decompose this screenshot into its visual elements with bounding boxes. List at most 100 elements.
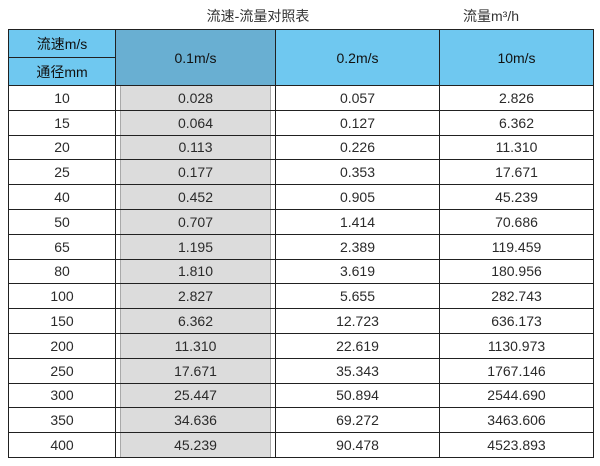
flow-cell-0_1ms: 17.671 [115, 357, 276, 384]
flow-cell-0_1ms-value: 0.177 [120, 160, 271, 184]
flow-cell-0_1ms-value: 1.195 [120, 235, 271, 259]
flow-cell-10ms: 1130.973 [439, 332, 594, 359]
diameter-cell: 65 [8, 233, 116, 260]
flow-cell-0_2ms: 12.723 [275, 308, 440, 334]
table-caption: 流速-流量对照表 [206, 8, 310, 24]
diameter-cell: 100 [8, 283, 116, 310]
flow-cell-0_1ms: 0.028 [115, 85, 276, 111]
flow-cell-10ms: 6.362 [439, 109, 594, 136]
flow-cell-10ms: 45.239 [439, 184, 594, 210]
flow-cell-0_1ms: 0.177 [115, 159, 276, 186]
flow-cell-0_1ms-value: 25.447 [120, 384, 271, 407]
table-row: 250 17.671 35.343 1767.146 [8, 357, 594, 384]
flow-cell-0_2ms: 0.905 [275, 184, 440, 210]
diameter-cell: 10 [8, 85, 116, 111]
flow-cell-10ms: 70.686 [439, 208, 594, 235]
table-row: 25 0.177 0.353 17.671 [8, 159, 594, 186]
flow-cell-0_1ms-value: 0.707 [120, 210, 271, 234]
flow-cell-10ms: 2.826 [439, 85, 594, 111]
flow-cell-0_2ms: 1.414 [275, 208, 440, 235]
table-body: 10 0.028 0.057 2.826 15 0.064 0.127 6.36… [8, 85, 594, 458]
diameter-cell: 50 [8, 208, 116, 235]
flow-cell-0_1ms-value: 1.810 [120, 260, 271, 283]
diameter-cell: 300 [8, 382, 116, 409]
flow-cell-0_2ms: 69.272 [275, 407, 440, 434]
diameter-cell: 200 [8, 332, 116, 359]
table-row: 20 0.113 0.226 11.310 [8, 134, 594, 161]
flow-cell-0_1ms-value: 2.827 [120, 284, 271, 308]
flow-cell-10ms: 11.310 [439, 134, 594, 161]
diameter-cell: 350 [8, 407, 116, 434]
flow-cell-0_1ms: 0.452 [115, 184, 276, 210]
header-col-0_2ms: 0.2m/s [275, 29, 440, 86]
diameter-cell: 150 [8, 308, 116, 334]
flow-cell-0_1ms-value: 0.028 [120, 86, 271, 110]
flow-cell-0_1ms-value: 34.636 [120, 408, 271, 432]
table-row: 50 0.707 1.414 70.686 [8, 208, 594, 235]
flow-cell-0_2ms: 0.127 [275, 109, 440, 136]
table-row: 65 1.195 2.389 119.459 [8, 233, 594, 260]
flow-cell-10ms: 636.173 [439, 308, 594, 334]
flow-cell-10ms: 180.956 [439, 258, 594, 285]
header-diameter-label: 通径mm [8, 57, 116, 86]
flow-cell-0_1ms-value: 45.239 [120, 433, 271, 457]
flow-cell-0_1ms: 45.239 [115, 432, 276, 458]
table-row: 300 25.447 50.894 2544.690 [8, 382, 594, 409]
flow-cell-0_2ms: 22.619 [275, 332, 440, 359]
diameter-cell: 80 [8, 258, 116, 285]
flow-cell-0_2ms: 50.894 [275, 382, 440, 409]
flow-cell-0_2ms: 0.057 [275, 85, 440, 111]
diameter-cell: 15 [8, 109, 116, 136]
diameter-cell: 400 [8, 432, 116, 458]
header-col-0_1ms: 0.1m/s [115, 29, 276, 86]
flow-cell-0_1ms: 0.064 [115, 109, 276, 136]
flow-cell-0_2ms: 90.478 [275, 432, 440, 458]
table-row: 200 11.310 22.619 1130.973 [8, 332, 594, 359]
flow-cell-0_2ms: 5.655 [275, 283, 440, 310]
flow-cell-0_2ms: 2.389 [275, 233, 440, 260]
flow-cell-0_1ms-value: 11.310 [120, 334, 271, 358]
flow-cell-0_1ms-value: 6.362 [120, 309, 271, 333]
flow-cell-10ms: 119.459 [439, 233, 594, 260]
table-row: 350 34.636 69.272 3463.606 [8, 407, 594, 434]
flow-cell-0_2ms: 0.353 [275, 159, 440, 186]
flow-cell-0_1ms: 1.810 [115, 258, 276, 285]
flow-conversion-table: 流速m/s 0.1m/s 0.2m/s 10m/s 通径mm 10 0.028 … [8, 29, 594, 458]
flow-cell-10ms: 17.671 [439, 159, 594, 186]
table-row: 400 45.239 90.478 4523.893 [8, 432, 594, 458]
table-row: 150 6.362 12.723 636.173 [8, 308, 594, 334]
table-row: 80 1.810 3.619 180.956 [8, 258, 594, 285]
table-row: 15 0.064 0.127 6.362 [8, 109, 594, 136]
flow-cell-0_2ms: 35.343 [275, 357, 440, 384]
table-row: 10 0.028 0.057 2.826 [8, 85, 594, 111]
diameter-cell: 20 [8, 134, 116, 161]
diameter-cell: 250 [8, 357, 116, 384]
flow-cell-0_1ms-value: 0.064 [120, 111, 271, 135]
flow-unit-label: 流量m³/h [463, 8, 519, 24]
flow-cell-0_1ms: 6.362 [115, 308, 276, 334]
flow-cell-0_1ms: 11.310 [115, 332, 276, 359]
header-col-10ms: 10m/s [439, 29, 594, 86]
flow-cell-0_2ms: 0.226 [275, 134, 440, 161]
flow-cell-0_1ms: 0.113 [115, 134, 276, 161]
flow-cell-10ms: 1767.146 [439, 357, 594, 384]
flow-cell-0_2ms: 3.619 [275, 258, 440, 285]
flow-cell-0_1ms: 25.447 [115, 382, 276, 409]
flow-cell-0_1ms: 0.707 [115, 208, 276, 235]
header-velocity-label: 流速m/s [8, 29, 116, 58]
flow-cell-0_1ms: 34.636 [115, 407, 276, 434]
flow-cell-0_1ms-value: 17.671 [120, 359, 271, 383]
flow-cell-0_1ms: 1.195 [115, 233, 276, 260]
table-row: 40 0.452 0.905 45.239 [8, 184, 594, 210]
flow-cell-0_1ms-value: 0.452 [120, 185, 271, 209]
flow-cell-10ms: 4523.893 [439, 432, 594, 458]
flow-cell-0_1ms: 2.827 [115, 283, 276, 310]
table-row: 100 2.827 5.655 282.743 [8, 283, 594, 310]
flow-cell-10ms: 3463.606 [439, 407, 594, 434]
diameter-cell: 40 [8, 184, 116, 210]
flow-cell-10ms: 2544.690 [439, 382, 594, 409]
flow-cell-0_1ms-value: 0.113 [120, 136, 271, 159]
diameter-cell: 25 [8, 159, 116, 186]
table-header: 流速m/s 0.1m/s 0.2m/s 10m/s 通径mm [8, 29, 594, 86]
